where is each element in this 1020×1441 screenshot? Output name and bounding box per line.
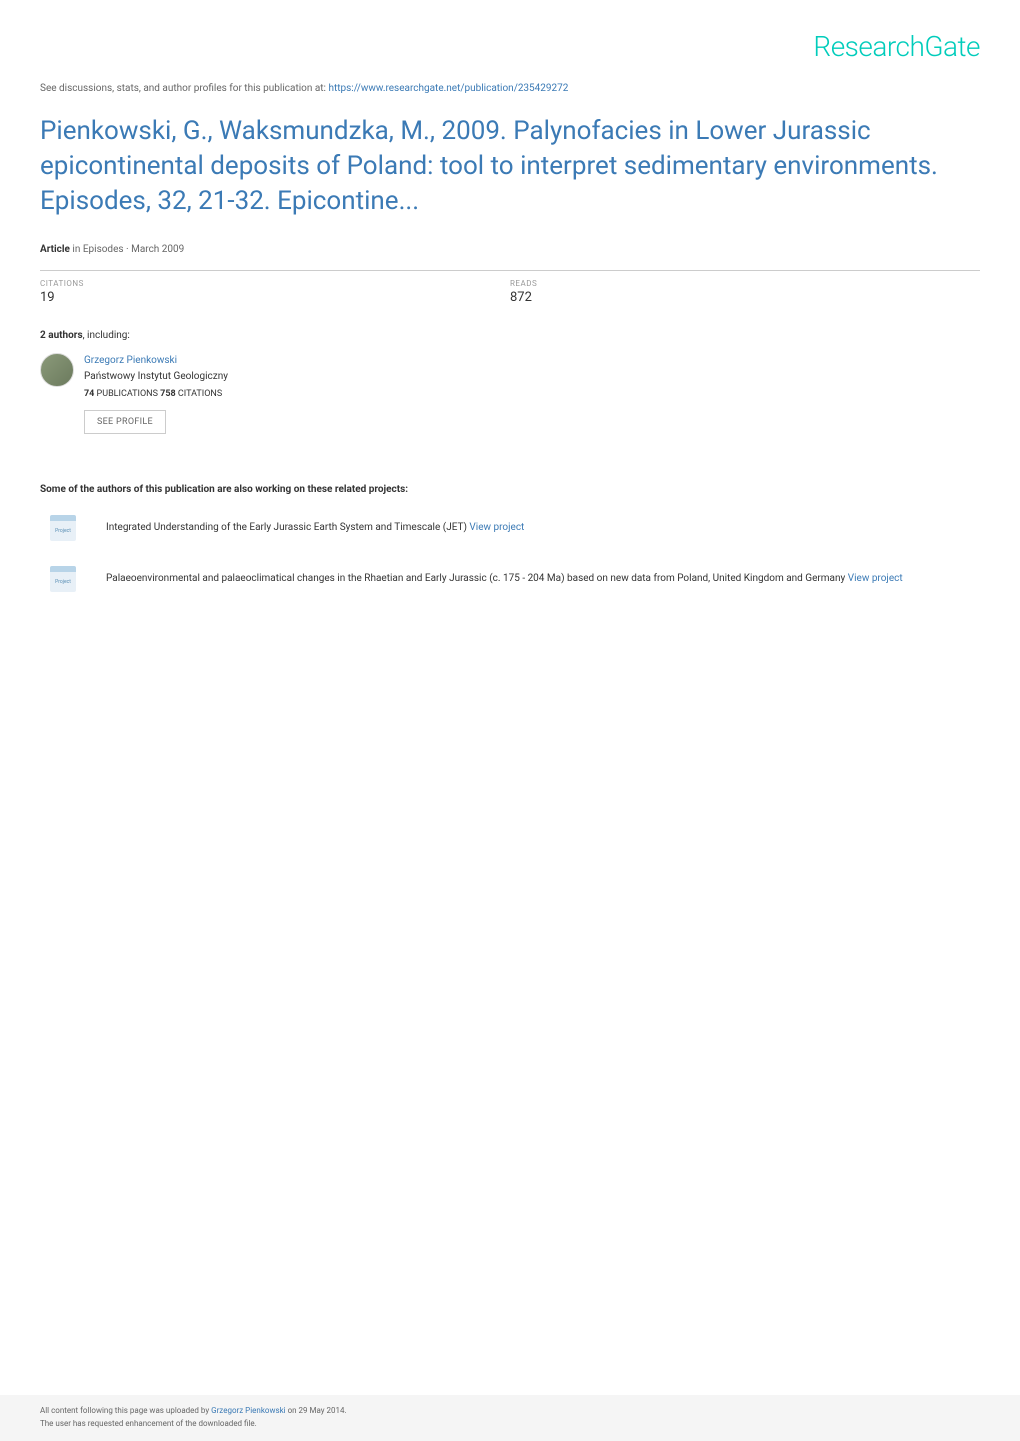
researchgate-logo[interactable]: ResearchGate [813,30,980,63]
article-meta: Article in Episodes · March 2009 [0,244,1020,255]
author-citations-count: 758 [160,389,176,399]
article-journal: in Episodes · March 2009 [70,244,184,255]
author-card: Grzegorz Pienkowski Państwowy Instytut G… [40,353,980,434]
reads-label: READS [510,279,980,288]
footer-author-link[interactable]: Grzegorz Pienkowski [211,1406,285,1415]
publication-link[interactable]: https://www.researchgate.net/publication… [328,83,568,94]
author-citations-label: CITATIONS [176,389,223,399]
publications-label: PUBLICATIONS [94,389,160,399]
author-avatar[interactable] [40,353,74,387]
author-name-link[interactable]: Grzegorz Pienkowski [84,353,228,369]
reads-stat: READS 872 [510,279,980,305]
discussions-line: See discussions, stats, and author profi… [0,83,1020,94]
citations-label: CITATIONS [40,279,510,288]
publication-title[interactable]: Pienkowski, G., Waksmundzka, M., 2009. P… [0,114,1020,219]
project-text: Integrated Understanding of the Early Ju… [106,515,524,535]
footer-upload-line: All content following this page was uplo… [40,1405,980,1418]
footer-enhancement-line: The user has requested enhancement of th… [40,1418,980,1431]
author-institution-link[interactable]: Państwowy Instytut Geologiczny [84,369,228,385]
header: ResearchGate [0,0,1020,83]
project-row: Palaeoenvironmental and palaeoclimatical… [40,566,980,592]
related-projects-label: Some of the authors of this publication … [40,484,980,495]
author-stats: 74 PUBLICATIONS 758 CITATIONS [84,387,228,401]
project-icon[interactable] [50,566,76,592]
reads-value: 872 [510,290,980,305]
project-text: Palaeoenvironmental and palaeoclimatical… [106,566,903,586]
authors-count: 2 authors [40,330,83,341]
article-type: Article [40,244,70,255]
authors-suffix: , including: [83,330,130,341]
related-projects-section: Some of the authors of this publication … [0,484,1020,592]
footer-date: on 29 May 2014. [286,1406,347,1415]
stats-row: CITATIONS 19 READS 872 [40,270,980,305]
project-description: Palaeoenvironmental and palaeoclimatical… [106,573,848,584]
footer-prefix: All content following this page was uplo… [40,1406,211,1415]
footer: All content following this page was uplo… [0,1395,1020,1441]
view-project-link[interactable]: View project [848,573,903,584]
discussions-prefix: See discussions, stats, and author profi… [40,83,328,94]
citations-value: 19 [40,290,510,305]
project-description: Integrated Understanding of the Early Ju… [106,522,469,533]
publications-count: 74 [84,389,94,399]
author-info: Grzegorz Pienkowski Państwowy Instytut G… [84,353,228,434]
view-project-link[interactable]: View project [469,522,524,533]
see-profile-button[interactable]: SEE PROFILE [84,410,166,434]
project-row: Integrated Understanding of the Early Ju… [40,515,980,541]
citations-stat: CITATIONS 19 [40,279,510,305]
authors-section: 2 authors, including: Grzegorz Pienkowsk… [0,330,1020,434]
project-icon[interactable] [50,515,76,541]
authors-count-label: 2 authors, including: [40,330,980,341]
